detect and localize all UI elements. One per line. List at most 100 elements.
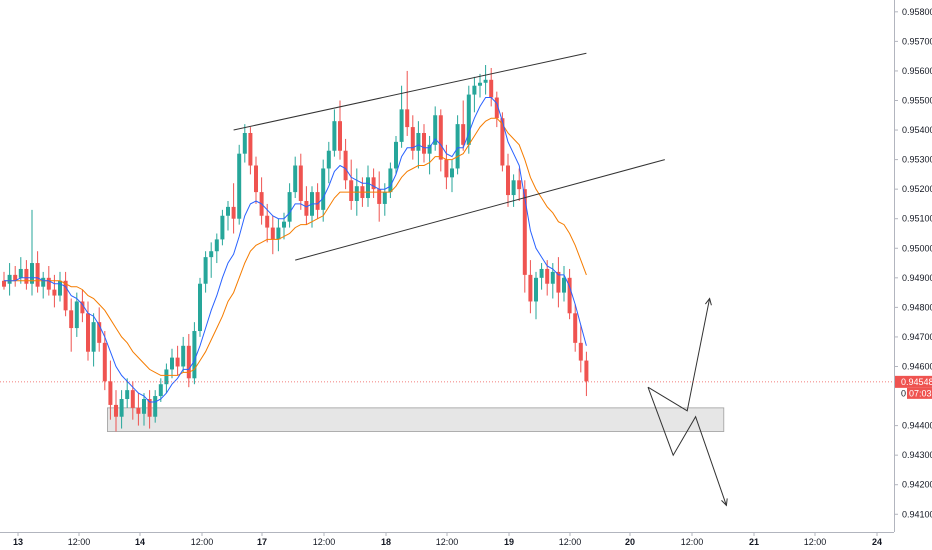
candle — [534, 271, 538, 320]
candle-body — [2, 280, 6, 287]
time-tick-label: 19 — [504, 537, 514, 547]
candle-body — [231, 206, 236, 219]
time-axis[interactable]: 13 12:00 14 12:00 17 12:00 18 12:00 19 12:00 20 12:… — [13, 532, 882, 547]
candle-body — [410, 127, 415, 151]
candle-body — [444, 159, 449, 178]
candle — [63, 271, 68, 317]
candle-body — [153, 396, 158, 417]
candle — [287, 183, 292, 228]
candle-body — [41, 277, 46, 287]
candle — [214, 233, 219, 264]
candle — [136, 393, 141, 426]
price-tick-label: 0.94900 — [902, 273, 932, 283]
candle-body — [349, 180, 354, 201]
candle — [349, 159, 354, 210]
upper-trendline[interactable] — [233, 52, 587, 131]
candle-body — [209, 251, 214, 258]
candle-body — [578, 342, 583, 361]
candle-body — [304, 200, 309, 216]
candle-body — [198, 283, 202, 332]
candle-body — [130, 390, 135, 408]
candle — [220, 209, 225, 246]
price-tick-label: 0.94300 — [902, 450, 932, 460]
candle-body — [517, 180, 522, 190]
price-tick-label: 0.95800 — [902, 7, 932, 17]
candle — [338, 100, 342, 160]
price-tick-label: 0.94100 — [902, 509, 932, 519]
candle-body — [147, 399, 152, 417]
candle-body — [321, 168, 326, 210]
candle-body — [506, 165, 510, 196]
projection-up-path[interactable] — [647, 298, 711, 412]
candle — [298, 153, 303, 210]
candle-body — [276, 227, 281, 240]
price-tick-label: 0.94400 — [902, 421, 932, 431]
candle — [80, 289, 85, 323]
countdown-prefix-label: 0 — [901, 388, 906, 398]
price-tick-label: 0.95300 — [902, 155, 932, 165]
candle — [332, 109, 337, 157]
last-price-tag — [895, 375, 932, 388]
time-tick-label: 12:00 — [804, 537, 827, 547]
candle-body — [80, 301, 85, 314]
time-tick-label: 20 — [625, 537, 635, 547]
time-tick-label: 12:00 — [191, 537, 214, 547]
time-tick-label: 12:00 — [436, 537, 459, 547]
projection-down-path[interactable] — [647, 387, 727, 506]
price-axis[interactable]: 0.95800 0.95700 0.95600 0.95500 0.95400 0.953… — [894, 7, 932, 519]
candle — [147, 390, 152, 429]
candle-body — [326, 150, 331, 169]
candle-body — [494, 97, 499, 119]
candle-body — [175, 357, 180, 367]
candle — [209, 242, 214, 278]
candle-body — [450, 168, 454, 178]
candle-body — [108, 381, 113, 405]
candle — [427, 135, 432, 175]
candle-body — [528, 274, 533, 302]
candle — [254, 156, 258, 204]
price-tick-label: 0.94800 — [902, 302, 932, 312]
candle — [506, 153, 510, 207]
candle-body — [573, 313, 578, 343]
candle — [276, 218, 281, 252]
candle — [226, 200, 230, 231]
price-tick-label: 0.94700 — [902, 332, 932, 342]
candle-body — [550, 271, 555, 284]
candle — [394, 135, 398, 175]
candle — [584, 351, 589, 397]
time-tick-label: 12:00 — [559, 537, 582, 547]
price-tick-label: 0.95500 — [902, 95, 932, 105]
candle-body — [332, 121, 337, 151]
ma-slow-line — [4, 117, 587, 376]
candle — [422, 124, 426, 163]
candle — [371, 168, 376, 199]
projection-down-path-arrowhead — [721, 498, 728, 507]
candle — [102, 331, 107, 391]
candle — [321, 159, 326, 222]
candle — [472, 76, 477, 113]
candle — [450, 159, 454, 193]
candle-body — [18, 268, 23, 278]
candle — [13, 266, 18, 287]
candle-body — [74, 301, 79, 329]
moving-averages-layer — [4, 97, 587, 403]
price-tick-label: 0.95400 — [902, 125, 932, 135]
candle-body — [366, 177, 370, 199]
candle — [41, 271, 46, 299]
candle — [270, 215, 275, 255]
candle — [366, 165, 370, 207]
candle — [433, 106, 438, 151]
candle — [175, 345, 180, 376]
candle — [181, 336, 186, 373]
candle-body — [119, 399, 124, 417]
candle-body — [455, 124, 460, 169]
support-zone[interactable] — [107, 407, 725, 432]
candle-body — [282, 221, 286, 228]
candle-body — [13, 274, 18, 281]
candle-body — [343, 150, 348, 181]
lower-trendline[interactable] — [295, 159, 665, 261]
candle — [86, 301, 90, 361]
price-tick-label: 0.95200 — [902, 184, 932, 194]
